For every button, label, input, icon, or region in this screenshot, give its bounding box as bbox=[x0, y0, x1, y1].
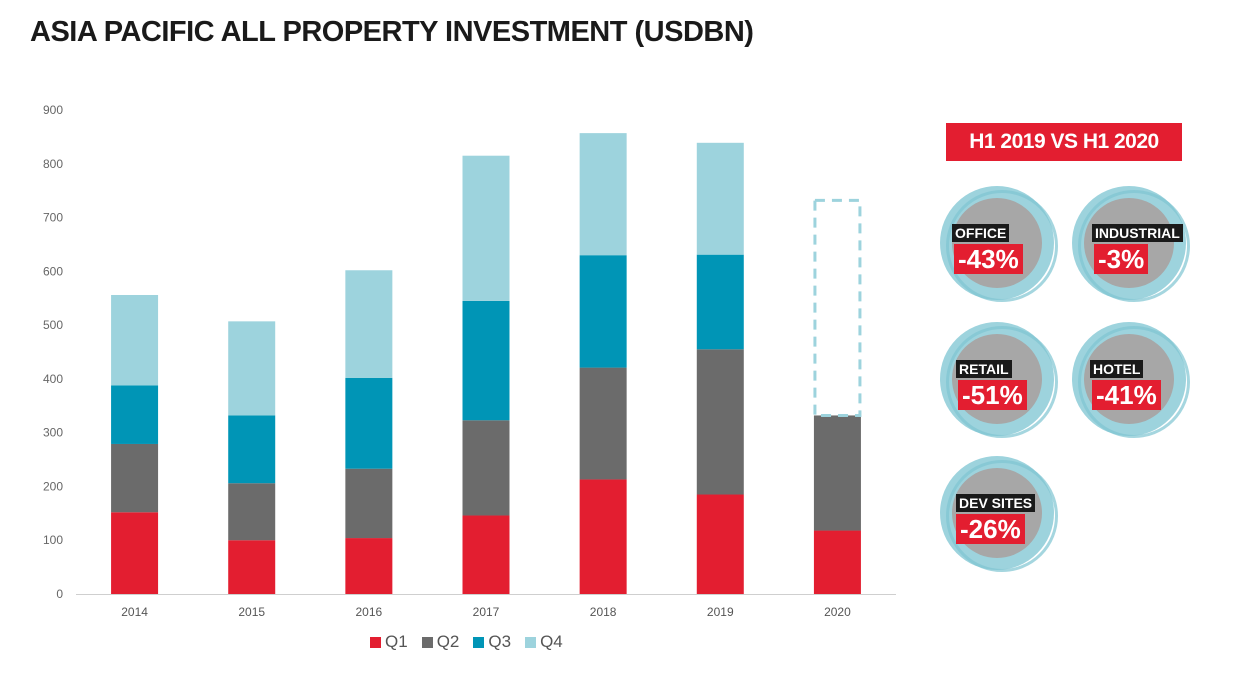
sector-ring-outline bbox=[1078, 326, 1190, 438]
bar-q2-2014 bbox=[111, 443, 159, 513]
bar-q3-2019 bbox=[696, 254, 744, 350]
sector-industrial: INDUSTRIAL -3% bbox=[1072, 186, 1192, 306]
bar-q4-2019 bbox=[696, 142, 744, 255]
x-tick-label: 2019 bbox=[707, 605, 734, 619]
sector-retail: RETAIL -51% bbox=[940, 322, 1060, 442]
legend-swatch-q4 bbox=[525, 636, 537, 648]
x-tick-label: 2020 bbox=[824, 605, 851, 619]
x-tick-label: 2017 bbox=[473, 605, 500, 619]
bar-q1-2015 bbox=[228, 540, 276, 594]
sector-ring-outline bbox=[946, 460, 1058, 572]
sector-name: RETAIL bbox=[956, 360, 1012, 378]
legend-label-q2: Q2 bbox=[436, 632, 460, 651]
x-tick-label: 2014 bbox=[121, 605, 148, 619]
legend-swatch-q2 bbox=[421, 636, 433, 648]
bar-q4-2017 bbox=[462, 155, 510, 301]
bar-q4-2016 bbox=[345, 270, 393, 378]
y-tick-label: 600 bbox=[43, 264, 63, 278]
bar-q2-2018 bbox=[579, 367, 627, 480]
sector-change: -41% bbox=[1092, 380, 1161, 410]
bar-q3-2016 bbox=[345, 377, 393, 469]
y-tick-label: 800 bbox=[43, 157, 63, 171]
bar-q1-2014 bbox=[111, 512, 159, 594]
legend-label-q4: Q4 bbox=[540, 632, 563, 651]
bar-q1-2017 bbox=[462, 515, 510, 594]
stacked-bar-chart: 0 100 200 300 400 500 600 700 800 900 2014 2015 2016… bbox=[43, 103, 896, 619]
bar-q1-2018 bbox=[579, 479, 627, 594]
bar-q3-2014 bbox=[111, 385, 159, 444]
sector-change: -43% bbox=[954, 244, 1023, 274]
comparison-badge: H1 2019 VS H1 2020 bbox=[946, 123, 1182, 161]
sector-change: -51% bbox=[958, 380, 1027, 410]
bar-q2-2017 bbox=[462, 420, 510, 516]
legend-item-q2: Q2 bbox=[421, 632, 460, 652]
sector-disc bbox=[1084, 334, 1174, 424]
bar-q2-2016 bbox=[345, 468, 393, 539]
bar-q4-2014 bbox=[111, 294, 159, 386]
sector-change: -26% bbox=[956, 514, 1025, 544]
sector-ring-outline bbox=[946, 326, 1058, 438]
legend-item-q3: Q3 bbox=[473, 632, 511, 652]
y-tick-label: 200 bbox=[43, 479, 63, 493]
sector-disc bbox=[952, 468, 1042, 558]
bar-q4-2015 bbox=[228, 321, 276, 416]
bar-q3-2015 bbox=[228, 415, 276, 484]
chart-legend: Q1 Q2 Q3 Q4 bbox=[370, 632, 563, 652]
x-tick-label: 2018 bbox=[590, 605, 617, 619]
sector-name: OFFICE bbox=[952, 224, 1010, 242]
bar-q2-2019 bbox=[696, 349, 744, 495]
sector-name: INDUSTRIAL bbox=[1092, 224, 1183, 242]
projection-outline-2020 bbox=[813, 198, 862, 417]
bar-q1-2016 bbox=[345, 538, 393, 594]
bar-q4-2018 bbox=[579, 133, 627, 256]
y-tick-label: 0 bbox=[56, 587, 63, 601]
sector-disc bbox=[952, 334, 1042, 424]
bar-q3-2018 bbox=[579, 255, 627, 368]
sector-change: -3% bbox=[1094, 244, 1149, 274]
sector-disc bbox=[952, 198, 1042, 288]
sector-office: OFFICE -43% bbox=[940, 186, 1060, 306]
legend-label-q3: Q3 bbox=[488, 632, 512, 651]
bar-q2-2020 bbox=[813, 415, 861, 531]
sector-ring-outline bbox=[946, 190, 1058, 302]
sector-hotel: HOTEL -41% bbox=[1072, 322, 1192, 442]
sector-disc bbox=[1084, 198, 1174, 288]
bar-q1-2019 bbox=[696, 494, 744, 594]
y-tick-label: 900 bbox=[43, 103, 63, 117]
legend-swatch-q3 bbox=[473, 636, 485, 648]
bar-q3-2017 bbox=[462, 300, 510, 421]
sector-name: DEV SITES bbox=[956, 494, 1036, 512]
y-tick-label: 500 bbox=[43, 318, 63, 332]
sector-dev-sites: DEV SITES -26% bbox=[940, 456, 1060, 576]
y-tick-label: 300 bbox=[43, 426, 63, 440]
y-tick-label: 400 bbox=[43, 372, 63, 386]
legend-item-q4: Q4 bbox=[525, 632, 563, 652]
legend-label-q1: Q1 bbox=[385, 632, 408, 651]
x-tick-label: 2015 bbox=[238, 605, 265, 619]
sector-ring-outline bbox=[1078, 190, 1190, 302]
chart-title: ASIA PACIFIC ALL PROPERTY INVESTMENT (US… bbox=[30, 16, 754, 48]
legend-item-q1: Q1 bbox=[370, 632, 408, 652]
bar-q2-2015 bbox=[228, 483, 276, 541]
y-tick-label: 700 bbox=[43, 211, 63, 225]
y-tick-label: 100 bbox=[43, 533, 63, 547]
legend-swatch-q1 bbox=[370, 636, 381, 648]
x-tick-label: 2016 bbox=[356, 605, 383, 619]
sector-name: HOTEL bbox=[1090, 360, 1144, 378]
bar-q1-2020 bbox=[813, 530, 861, 594]
